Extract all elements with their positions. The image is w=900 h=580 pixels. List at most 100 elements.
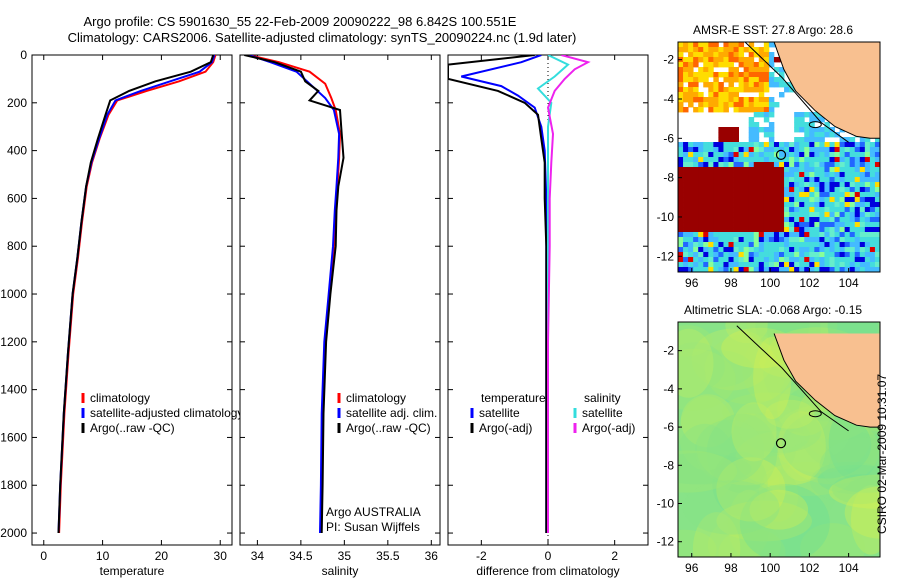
sst-cell	[844, 152, 851, 158]
sst-cell	[809, 182, 815, 188]
sst-cell	[733, 252, 739, 258]
sst-cell	[693, 227, 699, 233]
sst-cell	[733, 242, 739, 248]
sst-cell	[678, 212, 684, 218]
sst-cell	[723, 92, 729, 98]
sst-cell	[748, 172, 755, 178]
sst-cell	[758, 197, 765, 203]
sst-cell	[763, 112, 770, 118]
sst-cell	[693, 52, 699, 58]
sla-blob	[819, 437, 880, 493]
sst-cell	[819, 157, 825, 163]
sst-cell	[713, 262, 719, 268]
sst-cell	[804, 122, 810, 128]
sst-cell	[708, 172, 714, 178]
sst-cell	[748, 157, 755, 163]
sst-cell	[763, 102, 770, 108]
y-tick-label: 600	[7, 191, 27, 205]
sst-cell	[688, 187, 694, 193]
sst-cell	[738, 257, 745, 263]
sst-cell	[814, 222, 820, 228]
sst-cell	[733, 167, 739, 173]
sst-cell	[874, 157, 880, 163]
map-x-tick-label: 96	[685, 276, 699, 290]
sst-cell	[849, 152, 856, 158]
sst-cell	[809, 242, 815, 248]
sst-cell	[728, 87, 734, 93]
sst-cell	[718, 207, 724, 213]
sst-cell	[849, 217, 856, 223]
sst-cell	[698, 67, 704, 73]
sst-cell	[804, 167, 810, 173]
sst-cell	[728, 247, 734, 253]
sst-cell	[773, 57, 780, 63]
sst-cell	[723, 237, 729, 243]
x-axis-label: salinity	[322, 564, 359, 578]
sst-cell	[703, 82, 709, 88]
sst-cell	[748, 162, 755, 168]
sst-cell	[723, 107, 729, 113]
sst-cell	[683, 97, 689, 103]
sst-cell	[784, 192, 790, 198]
sst-cell	[688, 212, 694, 218]
sla-blob	[828, 474, 880, 509]
sst-cell	[814, 262, 820, 268]
sst-cell	[839, 242, 846, 248]
sst-cell	[768, 252, 775, 258]
sst-cell	[678, 247, 684, 253]
sst-cell	[718, 162, 724, 168]
sst-cell	[688, 157, 694, 163]
sst-cell	[839, 257, 846, 263]
map-frame	[677, 321, 881, 558]
sst-cell	[849, 157, 856, 163]
sst-cell	[713, 52, 719, 58]
sst-cell	[819, 257, 825, 263]
sst-cell	[869, 192, 876, 198]
sst-cell	[748, 127, 755, 133]
sst-cell	[683, 92, 689, 98]
sst-cell	[703, 47, 709, 53]
sst-cell	[748, 137, 755, 143]
sst-cell	[869, 172, 876, 178]
sst-cell	[839, 197, 846, 203]
sst-cell	[758, 72, 765, 78]
sst-cell	[738, 227, 745, 233]
sst-cell	[688, 177, 694, 183]
sst-cell	[789, 212, 795, 218]
sst-cell	[763, 97, 770, 103]
sst-cell	[703, 267, 709, 272]
sst-cell	[763, 127, 770, 133]
sst-cell	[794, 237, 800, 243]
x-axis-label: difference from climatology	[476, 564, 619, 578]
sst-cell	[688, 87, 694, 93]
sst-cell	[718, 257, 724, 263]
sst-cell	[728, 137, 734, 143]
sst-cell	[708, 107, 714, 113]
sst-cell	[784, 262, 790, 268]
sst-cell	[678, 197, 684, 203]
sst-cell	[834, 237, 840, 243]
sst-cell	[814, 232, 820, 238]
sst-cell	[789, 202, 795, 208]
sst-cell	[829, 157, 835, 163]
sst-cell	[733, 57, 739, 63]
sst-cell	[768, 77, 775, 83]
sst-cell	[703, 72, 709, 78]
sst-cell	[718, 142, 724, 148]
sst-cell	[844, 182, 851, 188]
sst-cell	[738, 72, 745, 78]
sst-cell	[703, 97, 709, 103]
sst-cell	[819, 237, 825, 243]
sst-cell	[718, 237, 724, 243]
sst-cell	[708, 207, 714, 213]
sst-cell	[743, 82, 750, 88]
sst-cell	[804, 217, 810, 223]
sst-cell	[779, 222, 785, 228]
sst-cell	[768, 62, 775, 68]
sst-cell	[698, 107, 704, 113]
x-tick-label: 35	[338, 549, 352, 563]
sst-cell	[799, 117, 805, 123]
sst-cell	[773, 197, 780, 203]
sst-cell	[824, 267, 830, 272]
x-tick-label: 34.5	[289, 549, 313, 563]
